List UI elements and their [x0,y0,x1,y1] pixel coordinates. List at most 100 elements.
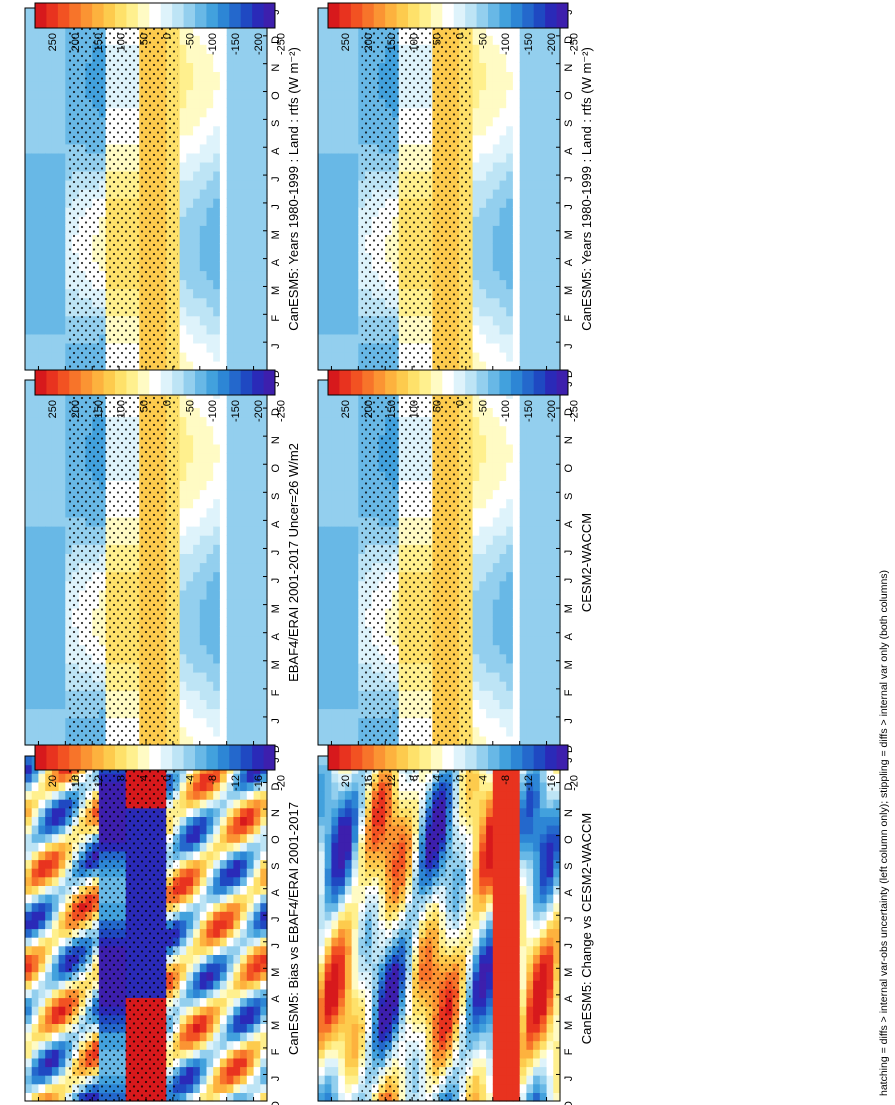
heatmap-cell [240,360,248,371]
heatmap-cell [344,672,353,682]
heatmap-cell [253,726,261,737]
heatmap-cell [199,662,208,673]
heatmap-cell [318,89,326,100]
heatmap-cell [199,425,208,436]
heatmap-cell [31,234,39,244]
heatmap-cell [512,288,521,299]
heatmap-cell [512,53,521,63]
heatmap-cell [58,161,66,172]
heatmap-cell [179,571,187,582]
heatmap-cell [240,333,248,344]
heatmap-cell [499,324,507,335]
heatmap-cell [58,189,66,199]
heatmap-cell [506,279,514,290]
month-label: D [270,745,282,753]
heatmap-cell [51,425,60,436]
heatmap-cell [331,161,339,172]
colorbar-swatch [522,3,535,28]
heatmap-cell [233,26,241,36]
heatmap-cell [338,225,346,235]
heatmap-cell [499,53,507,63]
heatmap-cell [533,279,541,290]
heatmap-cell [51,608,60,618]
heatmap-cell [318,480,326,491]
heatmap-cell [344,599,353,609]
heatmap-cell [226,690,234,700]
colorbar-tick-label: -100 [207,33,219,55]
heatmap-cell [193,580,201,591]
heatmap-cell [324,80,332,91]
heatmap-cell [344,453,353,463]
heatmap-cell [206,134,214,145]
heatmap-cell [338,189,346,199]
heatmap-cell [331,44,339,54]
heatmap-cell [351,324,359,335]
heatmap-cell [213,116,221,127]
heatmap-cell [31,535,39,545]
heatmap-cell [206,589,214,600]
colorbar-swatch [430,3,443,28]
heatmap-cell [179,690,187,700]
heatmap-cell [338,489,346,500]
heatmap-cell [318,234,326,244]
heatmap-cell [512,351,521,362]
heatmap-cell [226,207,234,217]
heatmap-cell [51,152,60,163]
heatmap-cell [213,333,221,344]
heatmap-cell [246,498,255,509]
heatmap-cell [338,562,346,573]
heatmap-cell [25,225,33,235]
heatmap-cell [38,562,46,573]
heatmap-cell [246,351,255,362]
heatmap-cell [25,297,33,308]
heatmap-cell [324,434,332,445]
heatmap-cell [486,116,494,127]
heatmap-cell [351,207,359,217]
heatmap-cell [351,35,359,45]
heatmap-cell [318,125,326,136]
heatmap-cell [213,62,221,72]
heatmap-cell [193,333,201,344]
heatmap-cell [206,26,214,36]
heatmap-cell [331,89,339,100]
heatmap-cell [351,453,359,463]
heatmap-cell [246,653,255,664]
heatmap-cell [199,152,208,163]
heatmap-cell [539,71,548,82]
heatmap-cell [519,179,527,190]
heatmap-cell [492,89,501,100]
heatmap-cell [45,507,53,518]
heatmap-cell [226,270,234,281]
heatmap-cell [186,516,194,527]
heatmap-cell [318,198,326,208]
heatmap-cell [351,152,359,163]
heatmap-cell [25,351,33,362]
heatmap-cell [546,143,554,154]
heatmap-cell [199,580,208,591]
heatmap-cell [331,234,339,244]
heatmap-cell [492,306,501,317]
colorbar-tick-label: -200 [253,400,265,422]
heatmap-cell [499,360,507,371]
heatmap-cell [546,134,554,145]
heatmap-cell [186,690,194,700]
heatmap-cell [338,717,346,728]
heatmap-cell [213,535,221,545]
heatmap-cell [472,26,480,36]
heatmap-cell [226,170,234,181]
heatmap-cell [479,234,487,244]
heatmap-cell [226,161,234,172]
heatmap-cell [38,526,46,536]
heatmap-cell [179,580,187,591]
heatmap-cell [219,161,228,172]
heatmap-cell [25,62,33,72]
heatmap-cell [226,708,234,719]
heatmap-cell [199,453,208,463]
colorbar-swatch [137,3,150,28]
heatmap-cell [199,599,208,609]
heatmap-cell [260,544,268,554]
colorbar-tick-label: 100 [116,33,128,51]
heatmap-cell [219,125,228,136]
heatmap-cell [526,216,534,226]
heatmap-cell [25,544,33,554]
